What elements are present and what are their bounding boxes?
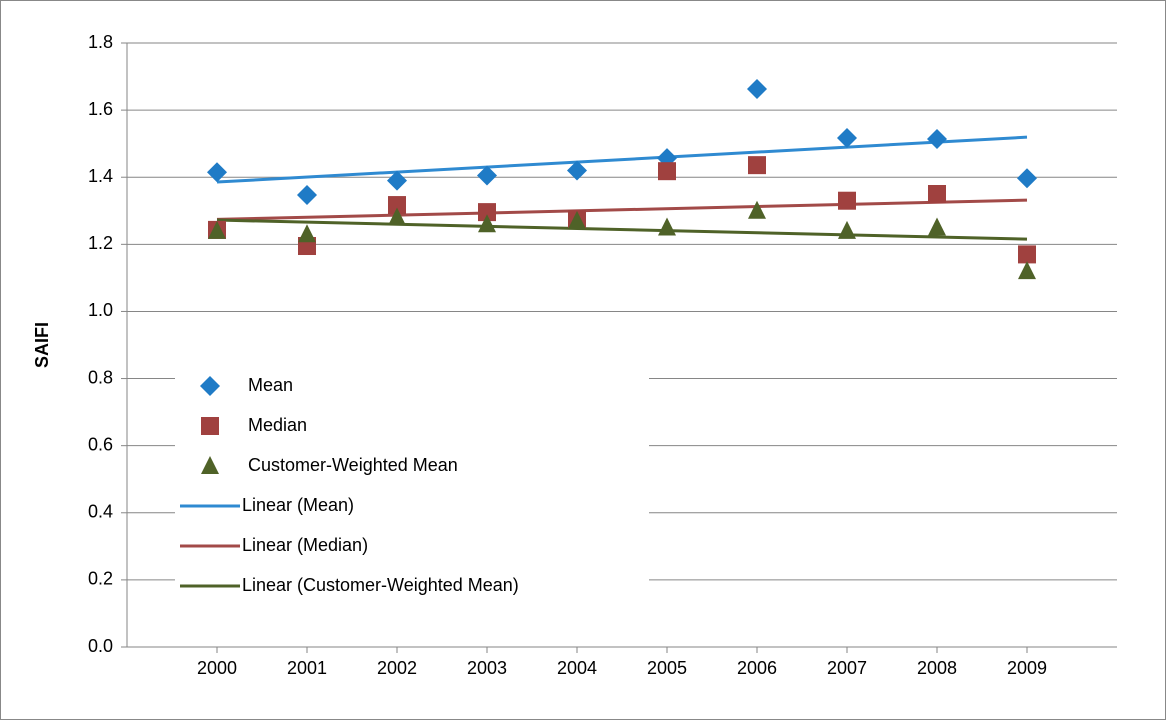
legend-label: Customer-Weighted Mean xyxy=(248,455,458,475)
point xyxy=(207,162,227,183)
y-tick-label: 0.4 xyxy=(88,502,113,522)
point xyxy=(201,417,219,435)
point xyxy=(208,220,226,239)
y-tick-label: 0.2 xyxy=(88,569,113,589)
point xyxy=(388,196,406,215)
point xyxy=(928,217,946,236)
point xyxy=(1017,168,1037,189)
point xyxy=(477,165,497,186)
point xyxy=(747,78,767,99)
point xyxy=(748,156,766,175)
legend-background xyxy=(175,366,649,606)
point xyxy=(658,162,676,181)
point xyxy=(837,127,857,148)
x-tick-label: 2004 xyxy=(557,658,597,678)
trendline xyxy=(216,135,1028,184)
x-tick-label: 2005 xyxy=(647,658,687,678)
x-tick-label: 2003 xyxy=(467,658,507,678)
y-tick-label: 1.8 xyxy=(88,32,113,52)
x-tick-label: 2002 xyxy=(377,658,417,678)
y-tick-label: 0.0 xyxy=(88,636,113,656)
x-tick-label: 2008 xyxy=(917,658,957,678)
legend-label: Linear (Median) xyxy=(242,535,368,555)
point xyxy=(567,160,587,181)
point xyxy=(297,185,317,206)
point xyxy=(298,224,316,243)
legend-label: Linear (Customer-Weighted Mean) xyxy=(242,575,519,595)
point xyxy=(388,207,406,226)
point xyxy=(928,185,946,203)
y-tick-label: 0.8 xyxy=(88,367,113,387)
point xyxy=(387,170,407,191)
x-tick-label: 2007 xyxy=(827,658,867,678)
point xyxy=(838,220,856,239)
point xyxy=(478,214,496,233)
point xyxy=(478,203,496,222)
point xyxy=(838,191,856,210)
y-tick-label: 1.6 xyxy=(88,99,113,119)
legend-label: Median xyxy=(248,415,307,435)
trendline xyxy=(216,198,1028,221)
y-tick-label: 1.2 xyxy=(88,233,113,253)
point xyxy=(658,217,676,236)
y-tick-label: 0.6 xyxy=(88,434,113,454)
x-tick-label: 2001 xyxy=(287,658,327,678)
point xyxy=(927,128,947,149)
legend-label: Mean xyxy=(248,375,293,395)
point xyxy=(1018,245,1036,264)
point xyxy=(748,200,766,219)
point xyxy=(200,376,220,396)
x-tick-label: 2006 xyxy=(737,658,777,678)
legend-label: Linear (Mean) xyxy=(242,495,354,515)
y-axis-label: SAIFI xyxy=(32,322,52,368)
point xyxy=(201,456,219,474)
y-tick-label: 1.4 xyxy=(88,166,113,186)
x-tick-label: 2009 xyxy=(1007,658,1047,678)
trendline xyxy=(216,218,1028,241)
point xyxy=(1018,261,1036,280)
y-tick-label: 1.0 xyxy=(88,300,113,320)
point xyxy=(568,210,586,229)
x-tick-label: 2000 xyxy=(197,658,237,678)
